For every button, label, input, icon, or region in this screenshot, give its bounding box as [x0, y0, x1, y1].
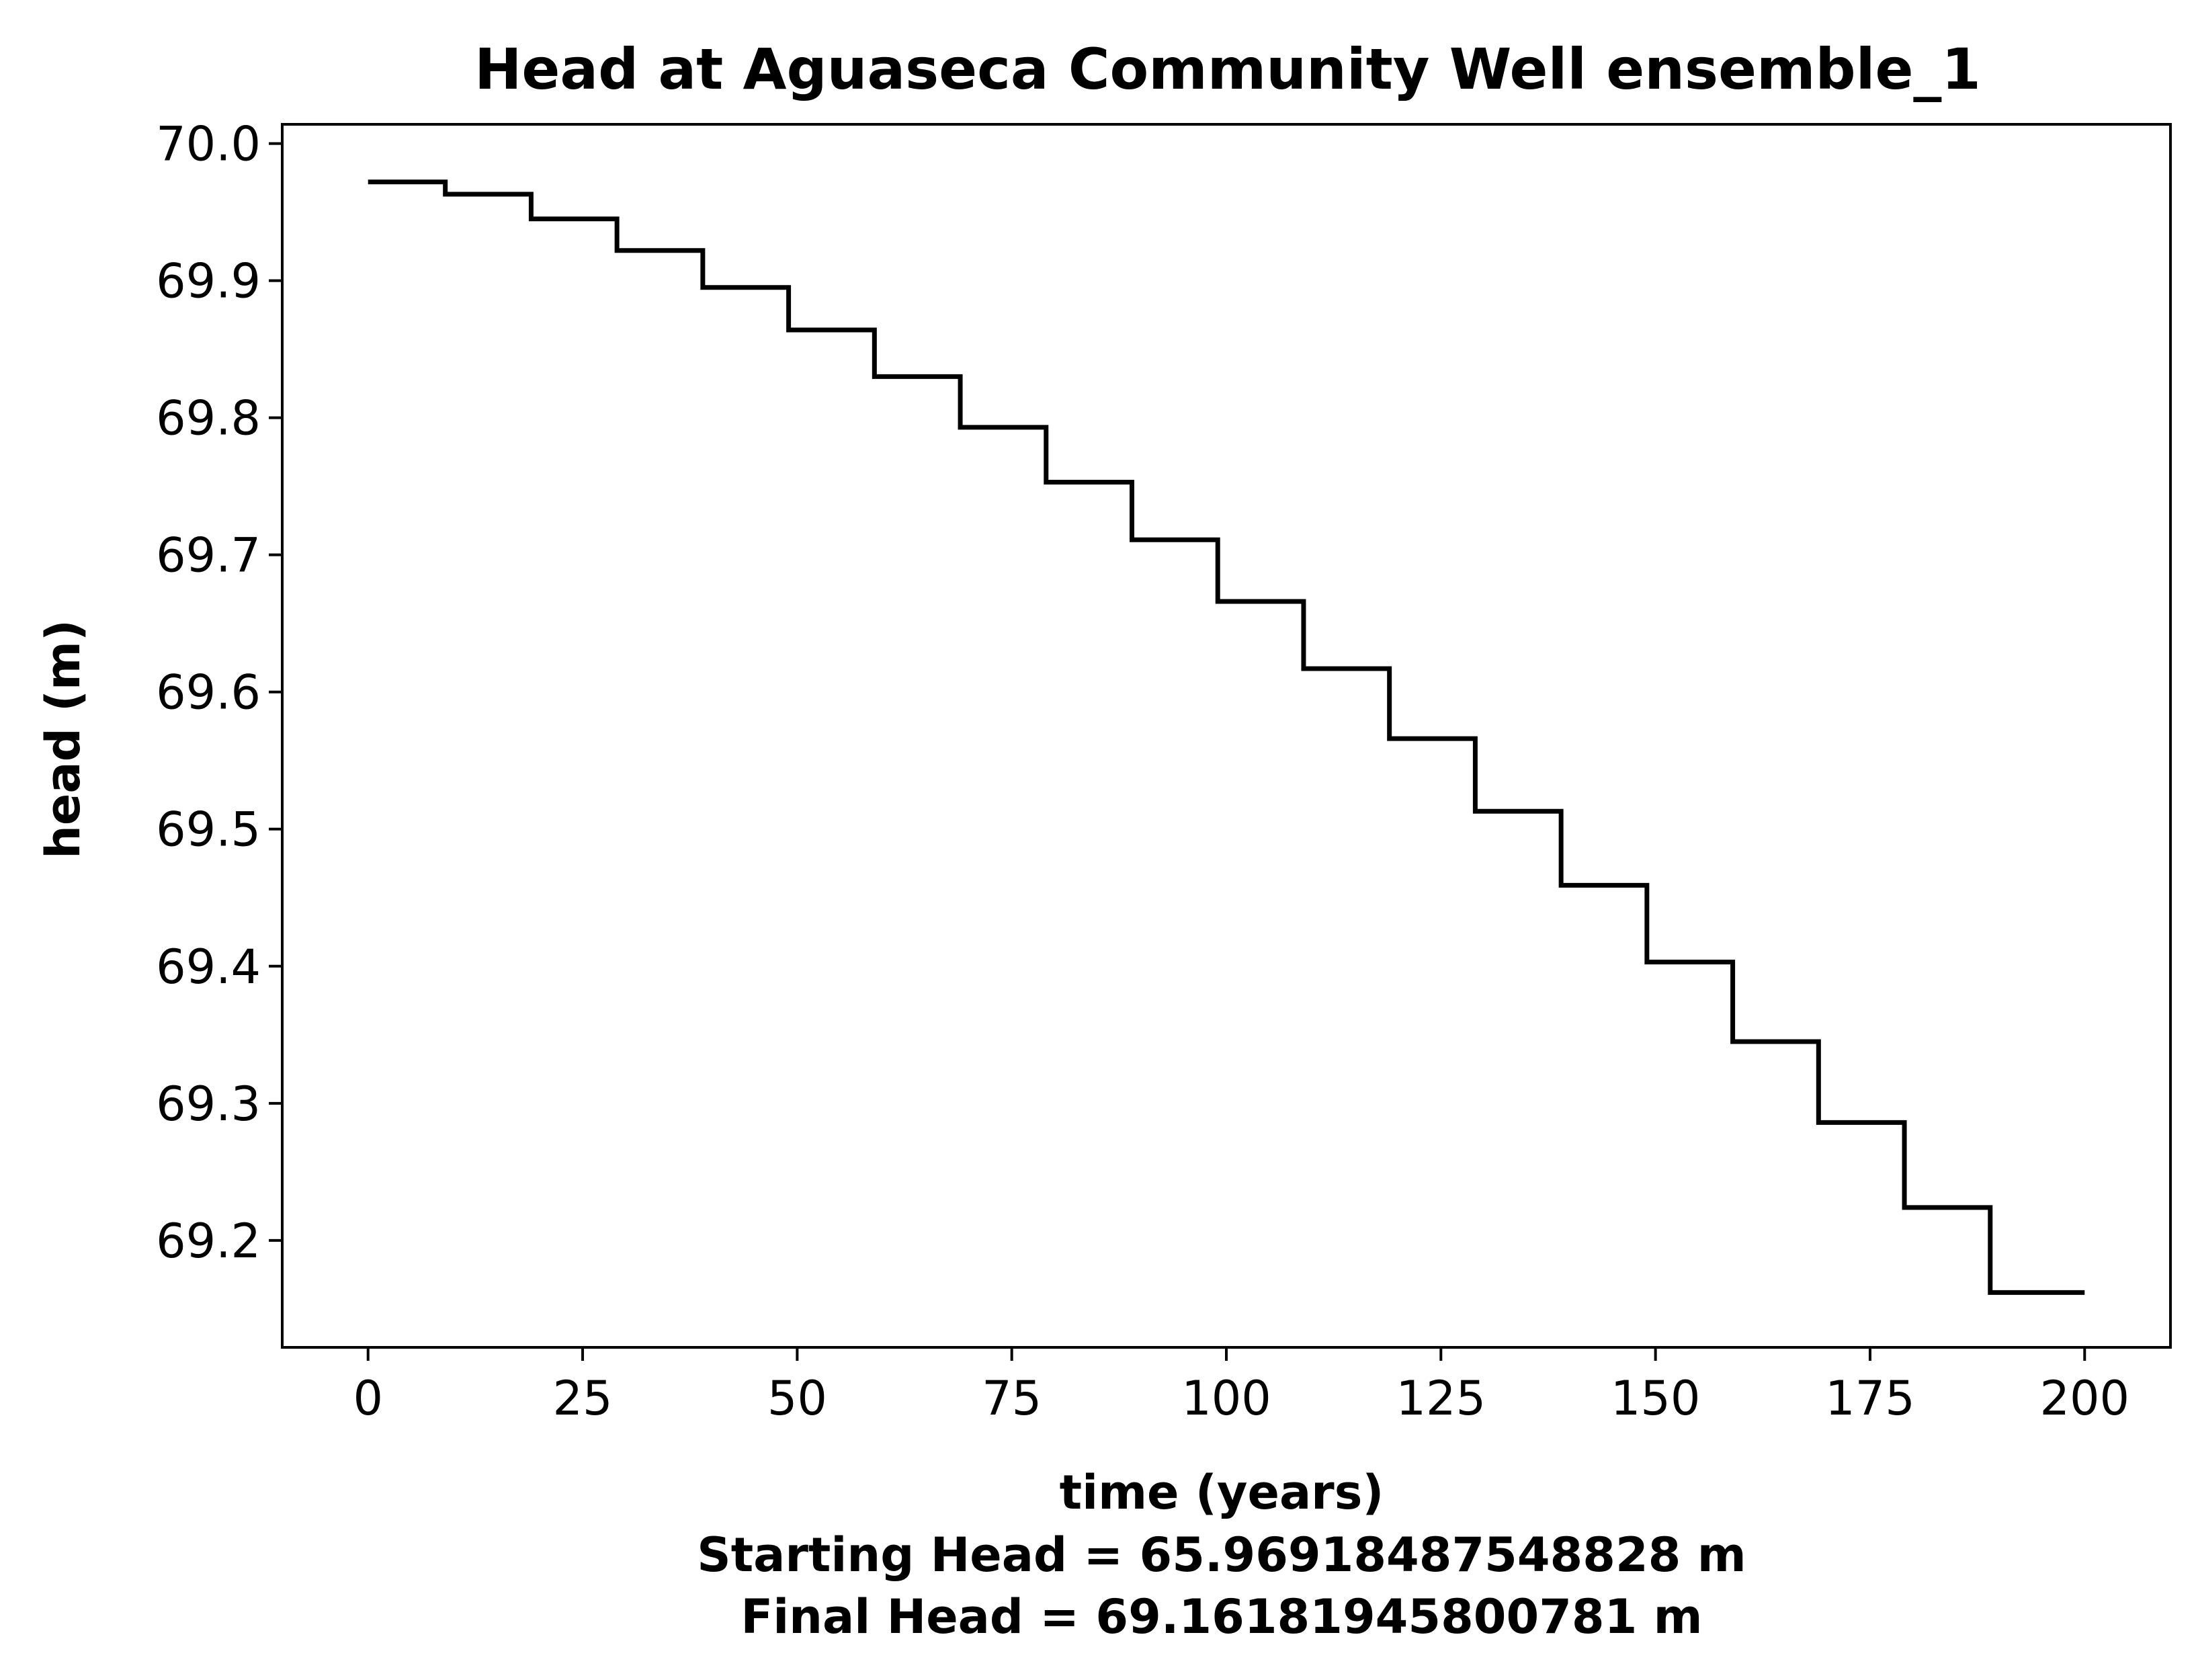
y-tick-label: 69.2: [156, 1214, 261, 1269]
y-tick-label: 69.3: [156, 1077, 261, 1132]
y-axis-ticks: 69.2 69.3 69.4 69.5 69.6 69.7 69.8 69.9 70.0: [156, 117, 282, 1269]
plot-area-frame: [281, 123, 2172, 1349]
x-tick-label: 75: [982, 1371, 1042, 1426]
x-tick-label: 175: [1825, 1371, 1915, 1426]
x-axis-label: time (years): [1060, 1465, 1384, 1520]
series-line-head: [368, 179, 2085, 1295]
x-tick-label: 0: [353, 1371, 383, 1426]
y-tick-label: 69.9: [156, 254, 261, 309]
x-tick-label: 150: [1611, 1371, 1701, 1426]
y-axis-label: head (m): [36, 620, 91, 859]
x-tick-label: 50: [767, 1371, 827, 1426]
final-head-note: Final Head = 69.16181945800781 m: [741, 1589, 1702, 1644]
y-tick-label: 69.5: [156, 802, 261, 857]
y-tick-label: 69.6: [156, 665, 261, 720]
y-tick-label: 69.4: [156, 939, 261, 995]
x-tick-label: 100: [1181, 1371, 1271, 1426]
x-tick-label: 200: [2039, 1371, 2129, 1426]
x-tick-label: 125: [1396, 1371, 1486, 1426]
x-axis-ticks: 0 25 50 75 100 125 150 175 200: [353, 1347, 2129, 1426]
starting-head-note: Starting Head = 65.96918487548828 m: [697, 1527, 1746, 1583]
y-tick-label: 69.7: [156, 528, 261, 583]
x-tick-label: 25: [553, 1371, 613, 1426]
y-tick-label: 69.8: [156, 391, 261, 446]
y-tick-label: 70.0: [156, 117, 261, 172]
chart-title: Head at Aguaseca Community Well ensemble…: [474, 36, 1981, 102]
